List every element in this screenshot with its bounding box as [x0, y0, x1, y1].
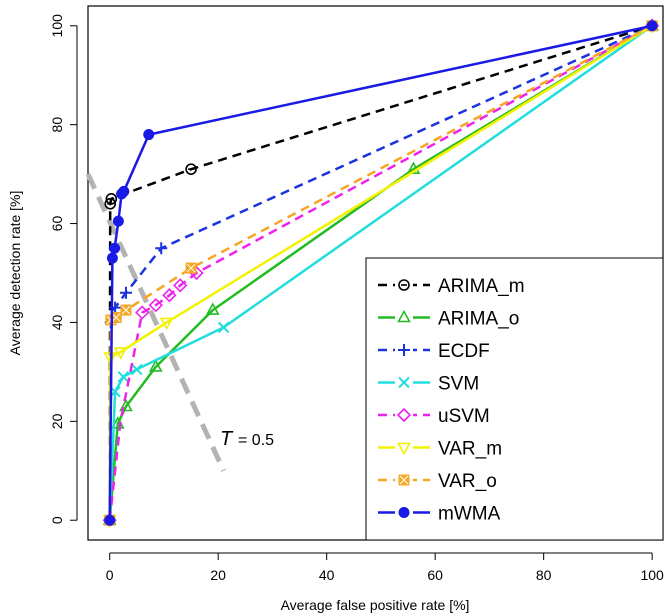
series-svm-point: [219, 322, 229, 332]
series-mwma-point: [119, 186, 129, 196]
legend-label: VAR_o: [438, 471, 497, 492]
marker-cross: [118, 372, 128, 382]
legend-swatch-marker: [399, 508, 409, 518]
y-tick-label: 0: [49, 516, 65, 524]
marker-plus: [155, 242, 167, 254]
marker-dot: [107, 253, 117, 263]
series-svm-point: [132, 364, 142, 374]
marker-cross: [132, 364, 142, 374]
x-axis-label: Average false positive rate [%]: [281, 597, 470, 613]
legend-label: SVM: [438, 374, 479, 395]
x-tick-label: 60: [427, 567, 443, 583]
marker-dot: [144, 130, 154, 140]
y-axis: 0 20 40 60 80 100: [49, 14, 77, 524]
legend-label: ARIMA_o: [438, 309, 519, 330]
y-axis-label: Average detection rate [%]: [7, 191, 23, 356]
marker-dot: [110, 243, 120, 253]
marker-dot: [119, 186, 129, 196]
series-mwma-point: [105, 515, 115, 525]
series-var-o-point: [186, 263, 196, 273]
series-mwma-point: [110, 243, 120, 253]
legend-label: mWMA: [438, 504, 501, 525]
marker-dot: [399, 508, 409, 518]
y-tick-label: 40: [49, 314, 65, 330]
x-tick-label: 40: [319, 567, 335, 583]
x-axis: 0 20 40 60 80 100: [106, 553, 664, 583]
series-mwma-point: [113, 216, 123, 226]
y-tick-label: 20: [49, 413, 65, 429]
marker-cross: [219, 322, 229, 332]
threshold-symbol: T: [220, 428, 234, 450]
legend-label: uSVM: [438, 406, 490, 427]
series-ecdf-point: [155, 242, 167, 254]
legend: ARIMA_m ARIMA_o ECDF SVM uSVM VAR_m VAR_o mWMA: [366, 258, 663, 540]
legend-label: VAR_m: [438, 439, 502, 460]
y-tick-label: 100: [49, 14, 65, 38]
legend-swatch-marker: [399, 475, 409, 485]
x-tick-label: 0: [106, 567, 114, 583]
legend-box: [366, 258, 663, 540]
x-tick-label: 20: [210, 567, 226, 583]
x-tick-label: 100: [640, 567, 664, 583]
legend-label: ARIMA_m: [438, 276, 525, 297]
series-var-o-point: [121, 305, 131, 315]
series-mwma-point: [107, 253, 117, 263]
x-tick-label: 80: [536, 567, 552, 583]
marker-dot: [113, 216, 123, 226]
series-mwma-point: [144, 130, 154, 140]
y-tick-label: 80: [49, 117, 65, 133]
series-mwma-point: [647, 21, 657, 31]
threshold-value: = 0.5: [238, 432, 274, 449]
y-tick-label: 60: [49, 216, 65, 232]
series-svm-point: [118, 372, 128, 382]
marker-dot: [105, 515, 115, 525]
legend-label: ECDF: [438, 341, 490, 362]
marker-dot: [647, 21, 657, 31]
